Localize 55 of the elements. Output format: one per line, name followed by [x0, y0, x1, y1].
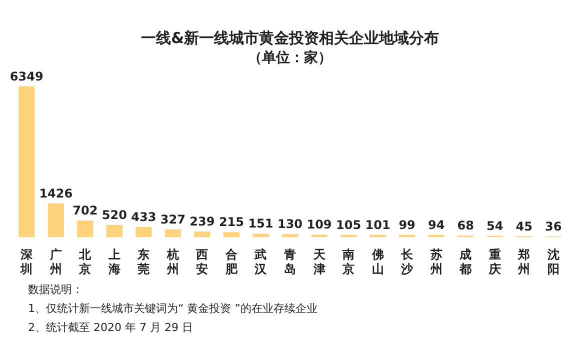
- x-tick-label: 广州: [48, 248, 62, 276]
- bar: [311, 234, 328, 238]
- bar: [48, 203, 64, 238]
- data-label: 702: [72, 204, 98, 218]
- chart-subtitle: （单位：家）: [248, 49, 332, 66]
- bar: [106, 224, 122, 238]
- bar: [194, 232, 210, 238]
- x-tick-label: 武汉: [254, 248, 268, 276]
- x-tick-label: 长沙: [400, 248, 414, 276]
- bar: [164, 229, 181, 238]
- x-tick-label: 杭州: [166, 248, 179, 276]
- x-tick-label: 成都: [458, 248, 472, 276]
- bar: [18, 86, 35, 238]
- x-tick-label: 佛山: [370, 248, 384, 276]
- x-tick-label: 上海: [107, 248, 120, 276]
- x-tick-label: 西安: [195, 248, 208, 276]
- data-label: 327: [160, 212, 186, 227]
- data-label: 6349: [10, 69, 44, 84]
- text: 2、统计截至 2020 年 7 月 29 日: [28, 320, 194, 336]
- bar: [282, 234, 298, 238]
- data-label: 433: [131, 210, 156, 224]
- data-label: 239: [190, 214, 215, 229]
- data-label: 151: [248, 216, 274, 231]
- x-tick-label: 北京: [78, 248, 92, 276]
- bar: [252, 234, 269, 238]
- bar: [77, 220, 94, 238]
- data-label: 94: [428, 218, 445, 232]
- x-tick-label: 沈阳: [546, 248, 560, 276]
- data-label: 68: [457, 218, 474, 233]
- bar: [223, 232, 240, 238]
- x-tick-label: 深圳: [20, 248, 34, 276]
- x-tick-label: 苏州: [429, 248, 442, 276]
- x-tick-label: 合肥: [224, 248, 238, 276]
- data-label: 54: [486, 219, 504, 234]
- data-label: 45: [516, 219, 532, 234]
- text: 1、仅统计新一线城市关键词为“ 黄金投资 ”的在业存续企业: [28, 301, 318, 317]
- x-tick-label: 南京: [342, 248, 355, 276]
- x-tick-label: 东莞: [136, 248, 150, 276]
- data-label: 101: [365, 218, 390, 232]
- bar: [340, 234, 357, 238]
- x-tick-label: 天津: [312, 248, 326, 276]
- chart-title: 一线&新一线城市黄金投资相关企业地域分布: [140, 28, 440, 47]
- x-tick-label: 重庆: [488, 248, 501, 276]
- x-tick-label: 郑州: [517, 248, 530, 276]
- data-label: 130: [277, 217, 303, 232]
- data-label: 105: [336, 218, 362, 232]
- data-label: 520: [102, 208, 127, 222]
- bar: [136, 226, 152, 238]
- data-label: 36: [545, 219, 562, 234]
- data-label: 109: [306, 218, 332, 232]
- text: 数据说明：: [28, 282, 84, 298]
- data-label: 99: [398, 218, 416, 232]
- data-label: 215: [218, 215, 244, 230]
- x-tick-label: 青岛: [283, 248, 296, 276]
- data-label: 1426: [39, 186, 73, 200]
